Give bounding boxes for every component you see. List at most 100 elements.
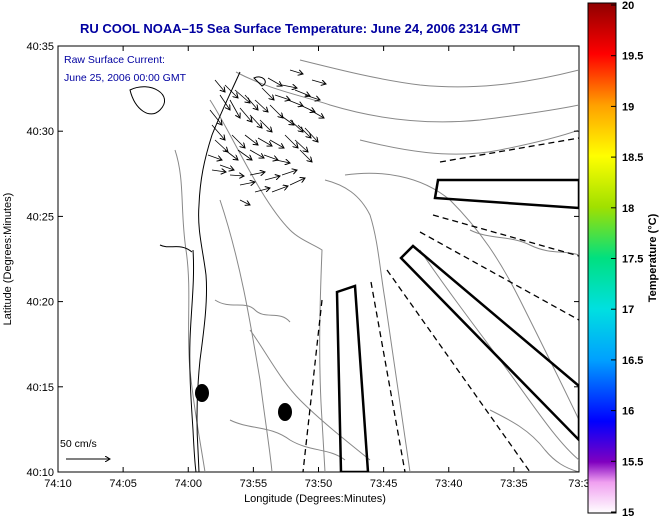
bathymetry-contour-5 [324,179,411,472]
current-vector [229,99,240,118]
current-vector [289,69,303,74]
bathymetry-contour-14 [489,409,579,472]
current-vector [219,164,234,170]
coastline-outer [196,71,241,472]
island-outline-1 [129,86,166,115]
colorbar-tick-label: 16 [622,406,634,418]
current-vector [274,94,290,100]
colorbar-tick-label: 16.5 [622,355,643,367]
current-vector [224,84,238,98]
bathymetry-contour-13 [469,229,579,256]
river-inlet [159,244,193,253]
bathymetry-contour-12 [229,419,346,461]
bathymetry-contour-7 [219,199,273,472]
bathymetry-contour-4 [299,59,579,88]
current-vector [264,176,280,181]
current-vector [254,99,268,112]
x-tick-label: 73:35 [500,478,528,490]
island-outline-2 [253,76,266,87]
current-vector [294,139,308,152]
current-vector [229,175,244,176]
y-axis: 40:35 40:30 40:25 40:20 40:15 40:10 [26,41,579,479]
scale-label: 50 cm/s [60,438,97,450]
colorbar-tick-label: 19.5 [622,51,643,63]
coastline [129,71,266,472]
current-vector [219,94,230,110]
track-dashed-5 [370,281,406,472]
bathymetry-contours [174,59,579,472]
x-tick-label: 74:05 [109,478,137,490]
y-tick-label: 40:10 [26,467,54,479]
colorbar-tick-label: 17 [622,304,634,316]
station-marker [195,384,209,402]
track-dashed-6 [302,299,323,472]
colorbar-tick-label: 15 [622,507,634,518]
current-vector [249,114,262,128]
current-vector [267,77,282,86]
current-vector [224,149,238,160]
colorbar-tick-label: 17.5 [622,254,643,266]
current-annotation-line-1: Raw Surface Current: [64,54,165,66]
current-vector [275,160,290,163]
current-vector [254,188,270,193]
current-vector [214,139,228,152]
track-dashed-1 [439,137,579,163]
track-box-diagonal [399,244,579,442]
current-vector [249,149,264,158]
current-vector [289,178,305,186]
current-vector [211,170,226,172]
y-axis-label: Latitude (Degrees:Minutes) [2,193,14,326]
colorbar-ticks: 20 19.5 19 18.5 18 17.5 17 16.5 16 15.5 15 [611,0,643,518]
colorbar-label: Temperature (°C) [647,213,659,302]
current-vector [207,154,222,160]
colorbar-tick-label: 20 [622,0,634,12]
track-dashed-3 [419,231,579,321]
x-tick-label: 73:3 [568,478,589,490]
y-tick-label: 40:35 [26,41,54,53]
current-vector [299,149,312,162]
y-tick-label: 40:30 [26,126,54,138]
x-axis: 74:10 74:05 74:00 73:55 73:50 73:45 73:40 73:35… [44,46,590,490]
ship-tracks [302,137,579,472]
current-vector [244,134,258,145]
current-vector [237,149,252,160]
current-vector [297,124,311,138]
bathymetry-contour-9 [249,329,371,461]
track-dashed-4 [386,269,531,472]
current-vector [269,104,283,118]
y-tick-label: 40:15 [26,382,54,394]
current-vector [249,172,265,175]
track-box-south [335,284,370,472]
bathymetry-contour-10 [359,129,579,155]
current-vector [281,170,297,176]
current-vector [311,79,326,84]
bathymetry-contour-3 [235,71,579,123]
current-vector [209,109,222,125]
track-dashed-2 [432,214,579,257]
x-tick-label: 73:55 [240,478,268,490]
colorbar-tick-label: 18.5 [622,152,643,164]
x-tick-label: 73:40 [435,478,463,490]
current-vector [309,109,324,118]
current-vector [239,182,255,185]
chart-title: RU COOL NOAA–15 Sea Surface Temperature:… [80,21,520,36]
bathymetry-contour-11 [214,299,291,323]
current-vectors [207,69,326,205]
colorbar-tick-label: 19 [622,101,634,113]
map-layers [129,59,579,472]
current-vector [259,119,272,132]
current-vector [271,186,288,193]
current-vector [211,124,225,140]
current-vector [284,134,298,148]
current-vector [257,137,272,146]
current-vector [231,134,245,148]
current-annotation-line-2: June 25, 2006 00:00 GMT [64,72,187,84]
current-vector [239,107,252,122]
current-vector [294,89,310,96]
colorbar-tick-label: 15.5 [622,456,643,468]
current-vector [304,127,318,142]
current-vector [244,94,258,110]
track-box-north [433,178,579,210]
y-tick-label: 40:20 [26,297,54,309]
current-vector [269,139,284,148]
